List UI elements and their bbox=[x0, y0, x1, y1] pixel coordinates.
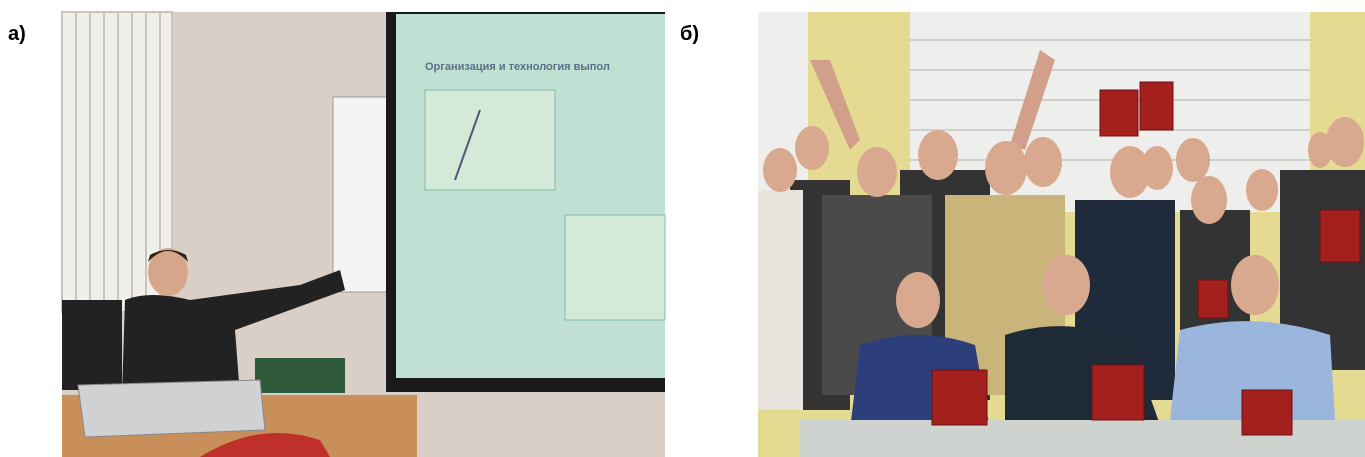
slide-title: Организация и технология выпол bbox=[425, 61, 610, 73]
panel-label: а) bbox=[8, 23, 26, 45]
panel-label: б) bbox=[680, 23, 699, 45]
photo-graduates bbox=[758, 12, 1365, 457]
photo-lecture: Организация и технология выпол bbox=[61, 11, 666, 457]
